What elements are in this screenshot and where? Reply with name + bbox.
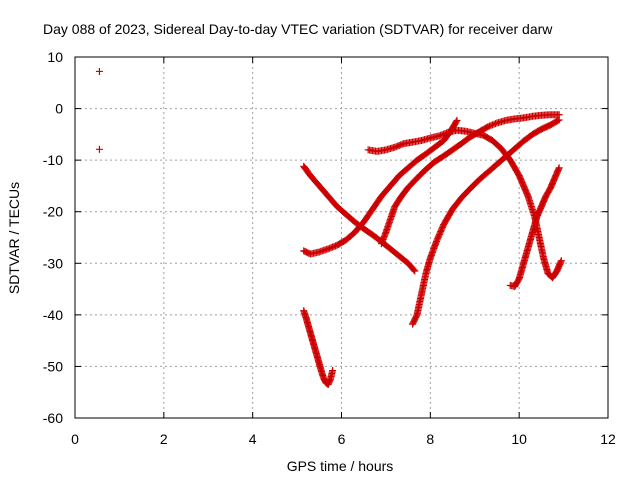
data-point-marker (435, 132, 443, 140)
data-point-marker (397, 141, 405, 149)
data-point-marker (329, 243, 337, 251)
data-point-marker (437, 131, 445, 139)
data-point-marker (392, 143, 400, 151)
x-axis-label: GPS time / hours (287, 458, 394, 474)
data-point-marker (443, 129, 451, 137)
series-track-2 (300, 162, 419, 275)
data-point-marker (554, 117, 562, 125)
data-point-marker (327, 244, 335, 252)
data-point-marker (329, 367, 337, 375)
x-tick-label: 6 (338, 431, 346, 447)
x-tick-label: 4 (249, 431, 257, 447)
y-tick-label: -40 (43, 307, 63, 323)
data-point-marker (326, 244, 334, 252)
data-point-marker (453, 116, 461, 124)
data-point-marker (391, 143, 399, 151)
series-track-7 (506, 164, 563, 290)
data-point-marker (395, 141, 403, 149)
x-tick-labels: 0 2 4 6 8 10 12 (71, 431, 616, 447)
y-tick-label: 0 (55, 101, 63, 117)
data-point-marker (484, 123, 492, 131)
data-point-marker (557, 257, 565, 265)
data-point-marker (410, 266, 418, 274)
data-point-marker (490, 120, 498, 128)
x-tick-label: 10 (511, 431, 527, 447)
x-tick-label: 0 (71, 431, 79, 447)
y-tick-label: -10 (43, 152, 63, 168)
data-point-marker (95, 145, 103, 153)
data-point-marker (555, 164, 563, 172)
series-track-6 (409, 116, 563, 328)
series-track-5 (377, 111, 563, 248)
data-series (95, 67, 565, 388)
data-point-marker (330, 242, 338, 250)
data-point-marker (324, 245, 332, 253)
y-axis-label: SDTVAR / TECUs (6, 182, 22, 294)
y-tick-label: 10 (47, 49, 63, 65)
series-track-1 (300, 307, 337, 388)
x-tick-label: 8 (426, 431, 434, 447)
axis-ticks (74, 56, 609, 419)
data-point-marker (555, 116, 563, 124)
data-point-marker (438, 131, 446, 139)
data-point-marker (452, 118, 460, 126)
data-point-marker (398, 140, 406, 148)
series-isolated (95, 67, 103, 153)
data-point-marker (486, 122, 494, 130)
y-tick-label: -30 (43, 255, 63, 271)
data-point-marker (394, 142, 402, 150)
y-tick-label: -20 (43, 204, 63, 220)
y-tick-label: -60 (43, 410, 63, 426)
y-tick-labels: -60 -50 -40 -30 -20 -10 0 10 (43, 49, 63, 426)
y-tick-label: -50 (43, 358, 63, 374)
data-point-marker (411, 267, 419, 275)
chart-title: Day 088 of 2023, Sidereal Day-to-day VTE… (43, 21, 553, 37)
x-tick-label: 2 (160, 431, 168, 447)
series-track-3 (300, 116, 461, 258)
data-point-marker (441, 129, 449, 137)
data-point-marker (489, 121, 497, 129)
data-point-marker (440, 130, 448, 138)
data-point-marker (491, 120, 499, 128)
data-point-marker (95, 67, 103, 75)
data-point-marker (487, 121, 495, 129)
x-tick-label: 12 (600, 431, 616, 447)
